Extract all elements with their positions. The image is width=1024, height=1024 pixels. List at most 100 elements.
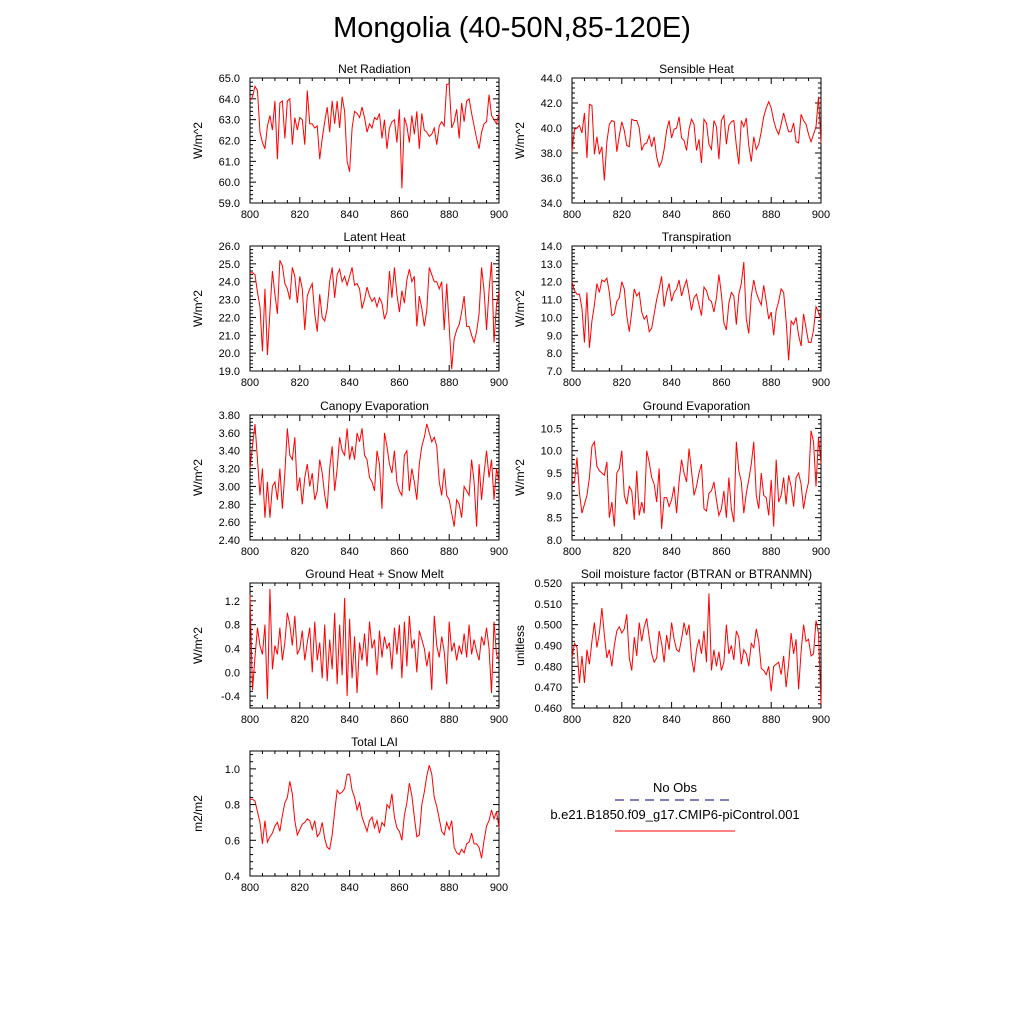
plot-frame — [571, 582, 822, 709]
y-tick-label: 0.500 — [534, 620, 562, 632]
x-tick-label: 900 — [490, 377, 508, 389]
x-tick-label: 840 — [662, 377, 680, 389]
x-tick-label: 800 — [563, 209, 581, 221]
panel-ground-evaporation: Ground Evaporation W/m^2 800 820 840 860 880 90… — [513, 399, 830, 558]
legend: No Obs b.e21.B1850.f09_g17.CMIP6-piContr… — [550, 780, 800, 832]
x-tick-label: 880 — [440, 377, 458, 389]
x-tick-label: 860 — [390, 209, 408, 221]
x-tick-label: 860 — [390, 377, 408, 389]
y-axis-label: m2/m2 — [191, 795, 205, 832]
y-tick-label: 64.0 — [219, 94, 240, 106]
x-tick-label: 820 — [291, 209, 309, 221]
y-tick-label: 38.0 — [541, 148, 562, 160]
series-line-ground-evaporation — [571, 430, 822, 529]
series-line-transpiration — [571, 262, 822, 361]
x-tick-label: 800 — [241, 209, 259, 221]
plot-frame — [249, 750, 500, 877]
y-tick-label: 62.0 — [219, 136, 240, 148]
series-line-net-radiation — [249, 83, 500, 189]
y-tick-label: 26.0 — [219, 241, 240, 253]
x-tick-label: 800 — [241, 377, 259, 389]
y-tick-label: 21.0 — [219, 330, 240, 342]
x-tick-label: 900 — [490, 209, 508, 221]
x-tick-label: 820 — [291, 377, 309, 389]
y-tick-label: 22.0 — [219, 312, 240, 324]
y-tick-label: 0.510 — [534, 599, 562, 611]
y-tick-label: 25.0 — [219, 259, 240, 271]
series-line-soil-moisture-factor-btran-or-btranmn — [571, 593, 822, 704]
y-tick-label: 8.0 — [547, 535, 562, 547]
y-tick-label: 12.0 — [541, 277, 562, 289]
y-tick-label: 7.0 — [547, 366, 562, 378]
x-tick-label: 860 — [712, 209, 730, 221]
x-tick-label: 800 — [563, 546, 581, 558]
x-tick-label: 800 — [563, 377, 581, 389]
panel-total-lai: Total LAI m2/m2 800 820 840 860 880 900 0.4 0.6 0.… — [191, 735, 508, 894]
x-tick-label: 860 — [712, 546, 730, 558]
panel-ground-heat-snow-melt: Ground Heat + Snow Melt W/m^2 800 820 840 860… — [191, 567, 508, 726]
y-tick-label: 3.80 — [219, 410, 240, 422]
y-tick-label: 44.0 — [541, 73, 562, 85]
x-tick-label: 840 — [662, 714, 680, 726]
x-tick-label: 800 — [241, 714, 259, 726]
y-axis-label: W/m^2 — [191, 627, 205, 664]
y-tick-label: 10.0 — [541, 312, 562, 324]
x-tick-label: 840 — [340, 209, 358, 221]
panel-sensible-heat: Sensible Heat W/m^2 800 820 840 860 880 900 34.0… — [513, 62, 830, 221]
y-tick-label: 0.8 — [225, 620, 240, 632]
x-tick-label: 840 — [340, 882, 358, 894]
series-line-latent-heat — [250, 260, 500, 370]
x-tick-label: 800 — [563, 714, 581, 726]
x-tick-label: 860 — [390, 714, 408, 726]
legend-obs-label: No Obs — [653, 780, 698, 795]
panel-title: Total LAI — [351, 735, 398, 749]
panel-title: Ground Evaporation — [643, 399, 750, 413]
x-tick-label: 820 — [613, 377, 631, 389]
x-tick-label: 880 — [762, 377, 780, 389]
y-tick-label: 20.0 — [219, 348, 240, 360]
x-tick-label: 900 — [812, 546, 830, 558]
panel-title: Latent Heat — [343, 230, 406, 244]
y-tick-label: 13.0 — [541, 259, 562, 271]
x-tick-label: 880 — [762, 209, 780, 221]
y-tick-label: 0.460 — [534, 703, 562, 715]
y-tick-label: 0.4 — [225, 871, 240, 883]
y-tick-label: 36.0 — [541, 173, 562, 185]
x-tick-label: 900 — [812, 714, 830, 726]
panel-canopy-evaporation: Canopy Evaporation W/m^2 800 820 840 860 880 90… — [191, 399, 508, 558]
x-tick-label: 820 — [613, 209, 631, 221]
x-tick-label: 820 — [291, 546, 309, 558]
y-tick-label: 61.0 — [219, 156, 240, 168]
plot-frame — [571, 77, 822, 204]
x-tick-label: 840 — [340, 546, 358, 558]
x-tick-label: 880 — [440, 714, 458, 726]
y-tick-label: 3.40 — [219, 446, 240, 458]
y-tick-label: 60.0 — [219, 177, 240, 189]
y-tick-label: 3.20 — [219, 464, 240, 476]
y-tick-label: 23.0 — [219, 295, 240, 307]
y-axis-label: W/m^2 — [513, 122, 527, 159]
x-tick-label: 880 — [440, 546, 458, 558]
x-tick-label: 840 — [662, 209, 680, 221]
panel-title: Net Radiation — [338, 62, 411, 76]
panel-title: Sensible Heat — [659, 62, 734, 76]
plot-frame — [249, 245, 500, 372]
x-tick-label: 840 — [340, 714, 358, 726]
y-tick-label: -0.4 — [221, 691, 240, 703]
plot-frame — [571, 245, 822, 372]
y-tick-label: 3.60 — [219, 428, 240, 440]
series-line-ground-heat-snow-melt — [249, 588, 500, 700]
y-tick-label: 11.0 — [541, 295, 562, 307]
y-tick-label: 40.0 — [541, 123, 562, 135]
y-tick-label: 0.8 — [225, 800, 240, 812]
panel-soil-moisture-factor-btran-or-btranmn: Soil moisture factor (BTRAN or BTRANMN) u… — [513, 567, 830, 726]
x-tick-label: 900 — [812, 377, 830, 389]
y-tick-label: 0.0 — [225, 667, 240, 679]
y-tick-label: 0.490 — [534, 641, 562, 653]
x-tick-label: 860 — [712, 714, 730, 726]
x-tick-label: 900 — [812, 209, 830, 221]
y-tick-label: 42.0 — [541, 98, 562, 110]
x-tick-label: 820 — [291, 714, 309, 726]
x-tick-label: 820 — [613, 714, 631, 726]
